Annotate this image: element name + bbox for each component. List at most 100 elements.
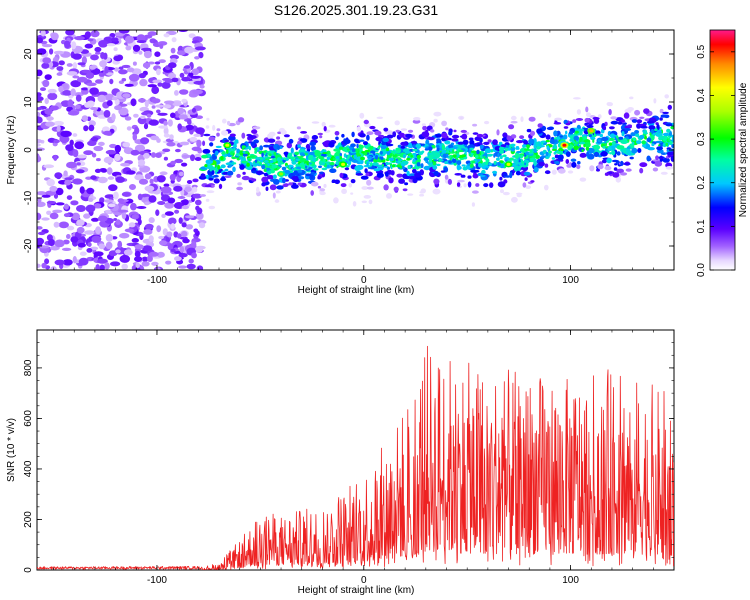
snr-x-ticks: -100 0 100	[53, 330, 675, 586]
heatmap-cell	[114, 98, 120, 106]
heatmap-cell	[407, 193, 414, 196]
heatmap-cell	[610, 138, 616, 141]
heatmap-cell	[302, 154, 306, 157]
heatmap-cell	[220, 156, 224, 161]
heatmap-cell	[185, 215, 195, 219]
heatmap-cell	[128, 222, 136, 228]
heatmap-cell	[300, 164, 306, 169]
heatmap-cell	[89, 87, 99, 95]
heatmap-cell	[189, 136, 198, 142]
heatmap-cell	[144, 185, 155, 192]
heatmap-cell	[297, 140, 302, 146]
heatmap-cell	[90, 137, 99, 142]
heatmap-cell	[299, 138, 308, 143]
heatmap-cell	[113, 191, 119, 200]
heatmap-cell	[390, 170, 395, 176]
heatmap-cell	[45, 190, 56, 196]
heatmap-cell	[79, 186, 85, 194]
heatmap-cell	[544, 184, 549, 191]
heatmap-cell	[662, 132, 670, 137]
heatmap-cell	[156, 68, 161, 76]
heatmap-cell	[572, 119, 577, 123]
heatmap-cell	[147, 84, 157, 88]
heatmap-cell	[509, 171, 513, 179]
heatmap-cell	[58, 85, 64, 93]
heatmap-cell	[412, 178, 418, 184]
heatmap-cell	[374, 154, 379, 160]
x-tick-label: -100	[147, 575, 167, 586]
heatmap-cell	[484, 120, 490, 125]
heatmap-cell	[254, 159, 258, 163]
heatmap-cell	[554, 117, 562, 121]
heatmap-cell	[448, 130, 453, 136]
heatmap-cell	[511, 196, 518, 203]
heatmap-cell	[412, 144, 417, 149]
heatmap-cell	[203, 133, 211, 137]
heatmap-cell	[465, 160, 472, 165]
heatmap-cell	[382, 137, 390, 143]
heatmap-cell	[467, 181, 472, 188]
heatmap-cell	[523, 139, 528, 145]
heatmap-cell	[263, 160, 269, 163]
heatmap-cell	[320, 157, 324, 161]
heatmap-cell	[334, 179, 341, 185]
heatmap-cell	[545, 151, 549, 157]
heatmap-cell	[563, 134, 568, 140]
heatmap-cell	[557, 154, 564, 161]
heatmap-cell	[469, 147, 475, 150]
heatmap-cell	[56, 66, 64, 71]
heatmap-cell	[488, 162, 493, 166]
heatmap-cell	[341, 188, 347, 194]
heatmap-cell	[103, 156, 114, 164]
heatmap-cell	[83, 213, 91, 219]
heatmap-cell	[122, 93, 131, 98]
heatmap-cell	[255, 157, 261, 160]
heatmap-cell	[604, 172, 610, 176]
heatmap-cell	[630, 144, 634, 149]
heatmap-cell	[254, 163, 260, 166]
heatmap-cell	[514, 160, 519, 165]
heatmap-cell	[529, 149, 533, 154]
heatmap-cell	[100, 169, 107, 173]
heatmap-cell	[41, 262, 47, 269]
heatmap-cell	[424, 148, 429, 151]
heatmap-cell	[318, 160, 323, 166]
heatmap-cell	[356, 143, 359, 149]
heatmap-cell	[90, 54, 99, 61]
heatmap-cell	[323, 158, 326, 163]
heatmap-cell	[393, 186, 399, 192]
heatmap-cell	[469, 163, 474, 168]
heatmap-cell	[393, 152, 396, 155]
heatmap-cell	[155, 104, 165, 108]
heatmap-cell	[125, 45, 132, 51]
heatmap-cell	[381, 154, 384, 157]
heatmap-cell	[144, 223, 154, 230]
heatmap-cell	[471, 202, 475, 207]
heatmap-cell	[134, 244, 144, 250]
heatmap-cell	[215, 145, 222, 149]
heatmap-cell	[588, 134, 593, 138]
heatmap-cell	[376, 158, 381, 162]
heatmap-cell	[366, 131, 374, 136]
heatmap-cell	[646, 137, 652, 143]
heatmap-cell	[84, 43, 94, 49]
heatmap-cell	[667, 129, 671, 133]
heatmap-cell	[90, 246, 99, 251]
heatmap-cell	[498, 146, 505, 151]
heatmap-cell	[471, 160, 476, 164]
heatmap-cell	[285, 165, 289, 168]
heatmap-cell	[453, 129, 457, 133]
heatmap-cell	[565, 159, 570, 164]
heatmap-cell	[363, 141, 368, 146]
heatmap-cell	[231, 161, 235, 166]
heatmap-cell	[616, 151, 621, 156]
heatmap-cell	[606, 102, 611, 106]
heatmap-cell	[367, 155, 372, 159]
heatmap-cell	[202, 148, 211, 154]
heatmap-cell	[467, 163, 471, 166]
heatmap-cell	[95, 51, 101, 55]
heatmap-cell	[587, 153, 595, 160]
heatmap-cell	[545, 134, 551, 140]
heatmap-cell	[526, 128, 532, 133]
heatmap-cell	[170, 112, 176, 119]
